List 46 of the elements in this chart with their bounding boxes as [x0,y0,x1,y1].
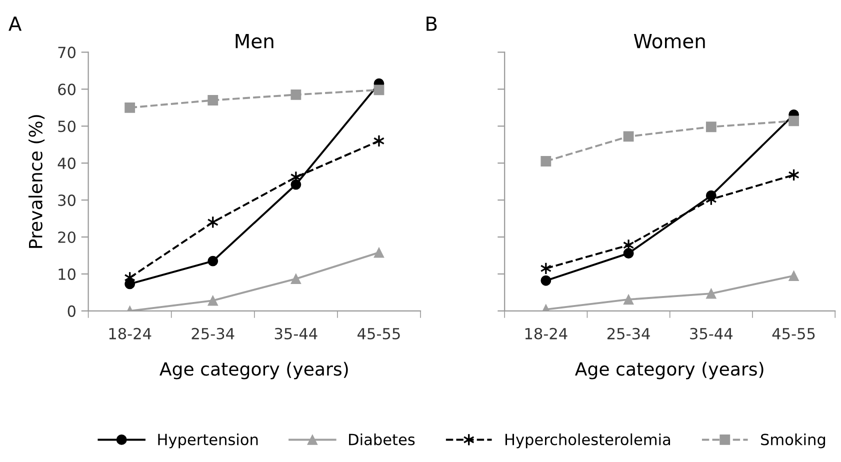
point [124,102,136,113]
legend-label: Hypertension [158,433,258,448]
point [290,274,302,284]
point [788,116,800,126]
point [706,288,716,299]
x-tick-label: 35-44 [690,328,733,340]
y-tick-label: 60 [58,84,76,96]
x-tick-label: 45-55 [358,328,400,340]
y-axis-title: Prevalence (%) [28,115,45,248]
point [208,295,218,306]
x-tick-label: 35-44 [274,328,318,340]
point [208,95,218,106]
point [540,156,552,166]
point [374,247,384,258]
chart-title: Men [236,34,274,48]
point [290,90,302,100]
y-tick-label: 30 [58,194,76,206]
y-tick-label: 40 [58,158,76,170]
point [706,122,716,132]
legend-label: Hypercholesterolemia [505,433,670,448]
y-tick-label: 70 [58,46,76,58]
x-tick-label: 18-24 [109,328,152,340]
point [623,131,634,142]
y-tick-label: 10 [58,268,76,280]
point [623,248,634,258]
text: A [8,16,22,31]
point [208,256,218,266]
point [788,270,800,282]
x-tick-label: 45-55 [772,328,815,340]
y-tick-label: 50 [58,120,76,132]
x-tick-label: 25-34 [607,328,650,340]
chart-title: Women [634,34,705,48]
y-tick-label: 20 [58,231,76,244]
x-axis-title: Age category (years) [575,362,764,380]
point [290,179,302,190]
point [623,294,634,305]
x-tick-label: 18-24 [525,328,568,340]
x-axis-title: Age category (years) [160,362,348,380]
point [540,275,552,286]
text: B [426,16,437,31]
point [374,84,384,96]
x-tick-label: 25-34 [192,328,234,340]
legend-label: Diabetes [349,433,415,446]
point [373,134,385,148]
y-tick-label: 0 [68,305,76,317]
legend-label: Smoking [761,433,826,448]
